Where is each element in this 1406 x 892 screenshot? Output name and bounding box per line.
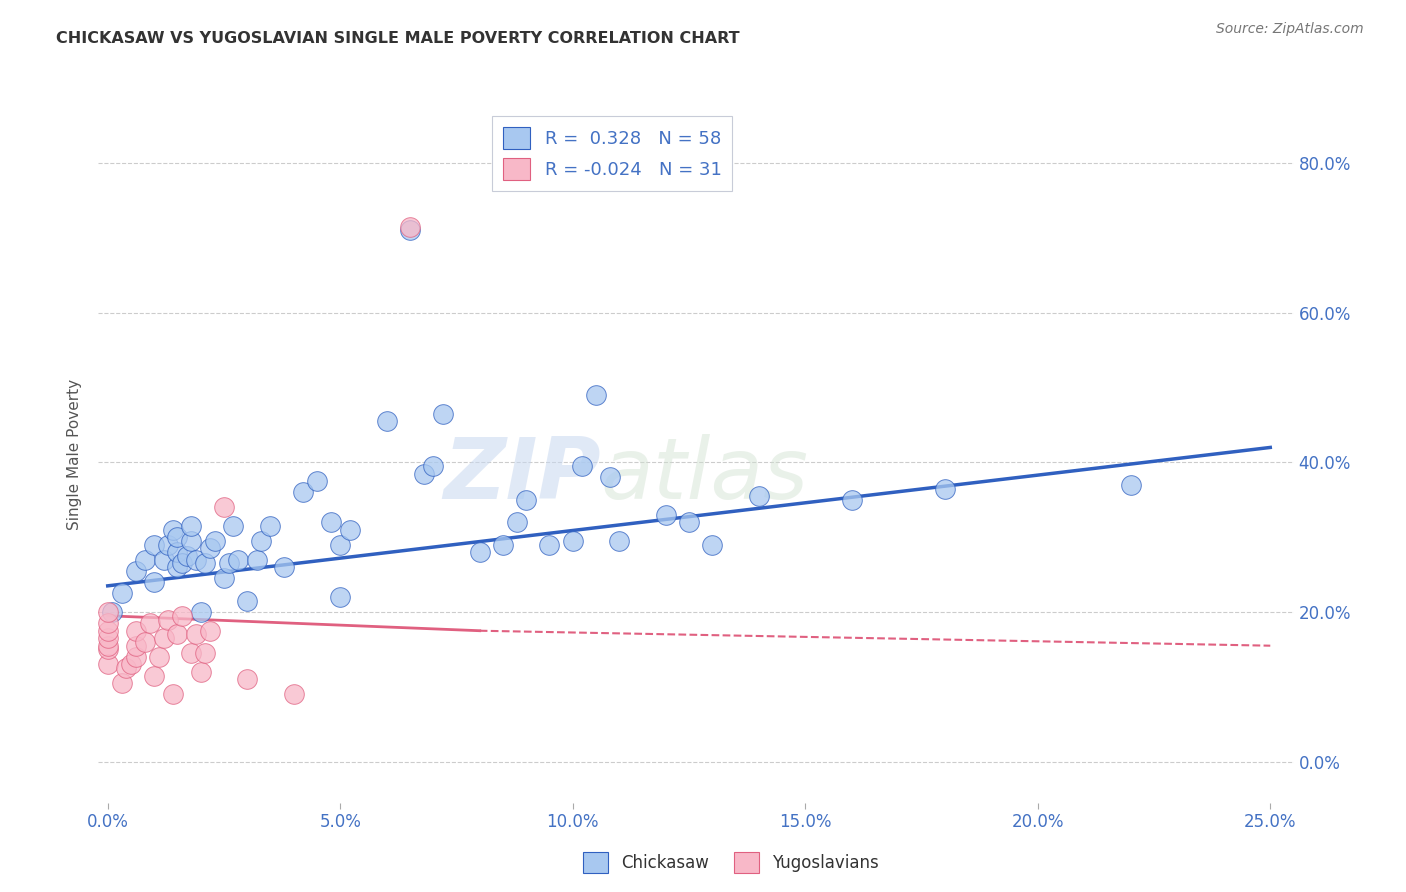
- Point: [236, 594, 259, 608]
- Point: [162, 687, 184, 701]
- Text: CHICKASAW VS YUGOSLAVIAN SINGLE MALE POVERTY CORRELATION CHART: CHICKASAW VS YUGOSLAVIAN SINGLE MALE POV…: [56, 31, 740, 46]
- Point: [934, 482, 956, 496]
- Y-axis label: Single Male Poverty: Single Male Poverty: [67, 379, 83, 531]
- Point: [212, 500, 235, 515]
- Point: [399, 219, 422, 234]
- Point: [134, 635, 156, 649]
- Point: [515, 492, 537, 507]
- Point: [561, 533, 583, 548]
- Point: [194, 557, 217, 571]
- Point: [138, 616, 160, 631]
- Point: [432, 407, 454, 421]
- Point: [607, 533, 630, 548]
- Point: [115, 661, 138, 675]
- Point: [748, 489, 770, 503]
- Point: [162, 523, 184, 537]
- Point: [319, 515, 342, 529]
- Point: [124, 649, 146, 664]
- Point: [152, 631, 174, 645]
- Point: [413, 467, 436, 481]
- Point: [218, 557, 240, 571]
- Point: [329, 590, 352, 604]
- Point: [538, 538, 561, 552]
- Point: [166, 545, 188, 559]
- Text: ZIP: ZIP: [443, 434, 600, 517]
- Point: [166, 530, 188, 544]
- Point: [468, 545, 491, 559]
- Point: [172, 608, 194, 623]
- Point: [134, 552, 156, 566]
- Point: [655, 508, 678, 522]
- Point: [250, 533, 273, 548]
- Point: [124, 564, 146, 578]
- Point: [184, 627, 207, 641]
- Point: [422, 459, 444, 474]
- Point: [166, 560, 188, 574]
- Point: [236, 673, 259, 687]
- Point: [143, 668, 166, 682]
- Point: [120, 657, 142, 672]
- Point: [184, 552, 207, 566]
- Point: [212, 571, 235, 585]
- Point: [111, 586, 134, 600]
- Point: [198, 624, 221, 638]
- Point: [97, 616, 120, 631]
- Point: [124, 624, 146, 638]
- Point: [97, 605, 120, 619]
- Point: [152, 552, 174, 566]
- Legend: Chickasaw, Yugoslavians: Chickasaw, Yugoslavians: [576, 846, 886, 880]
- Point: [157, 613, 180, 627]
- Point: [180, 646, 202, 660]
- Point: [305, 474, 328, 488]
- Point: [204, 533, 226, 548]
- Point: [97, 657, 120, 672]
- Point: [97, 631, 120, 645]
- Text: atlas: atlas: [600, 434, 808, 517]
- Point: [245, 552, 267, 566]
- Point: [226, 552, 249, 566]
- Point: [222, 519, 245, 533]
- Point: [339, 523, 361, 537]
- Point: [571, 459, 593, 474]
- Point: [702, 538, 724, 552]
- Point: [194, 646, 217, 660]
- Point: [198, 541, 221, 556]
- Point: [101, 605, 124, 619]
- Point: [97, 624, 120, 638]
- Point: [111, 676, 134, 690]
- Point: [506, 515, 529, 529]
- Point: [678, 515, 700, 529]
- Point: [190, 665, 212, 679]
- Point: [143, 575, 166, 590]
- Point: [599, 470, 621, 484]
- Point: [190, 605, 212, 619]
- Point: [841, 492, 863, 507]
- Point: [166, 627, 188, 641]
- Point: [176, 549, 198, 563]
- Point: [143, 538, 166, 552]
- Point: [172, 557, 194, 571]
- Point: [157, 538, 180, 552]
- Point: [180, 533, 202, 548]
- Text: Source: ZipAtlas.com: Source: ZipAtlas.com: [1216, 22, 1364, 37]
- Point: [375, 414, 398, 428]
- Point: [148, 649, 170, 664]
- Point: [97, 639, 120, 653]
- Point: [180, 519, 202, 533]
- Point: [273, 560, 295, 574]
- Point: [259, 519, 281, 533]
- Point: [492, 538, 515, 552]
- Point: [97, 642, 120, 657]
- Point: [329, 538, 352, 552]
- Legend: R =  0.328   N = 58, R = -0.024   N = 31: R = 0.328 N = 58, R = -0.024 N = 31: [492, 116, 733, 191]
- Point: [585, 388, 607, 402]
- Point: [124, 639, 146, 653]
- Point: [292, 485, 315, 500]
- Point: [1119, 478, 1142, 492]
- Point: [399, 223, 422, 237]
- Point: [283, 687, 305, 701]
